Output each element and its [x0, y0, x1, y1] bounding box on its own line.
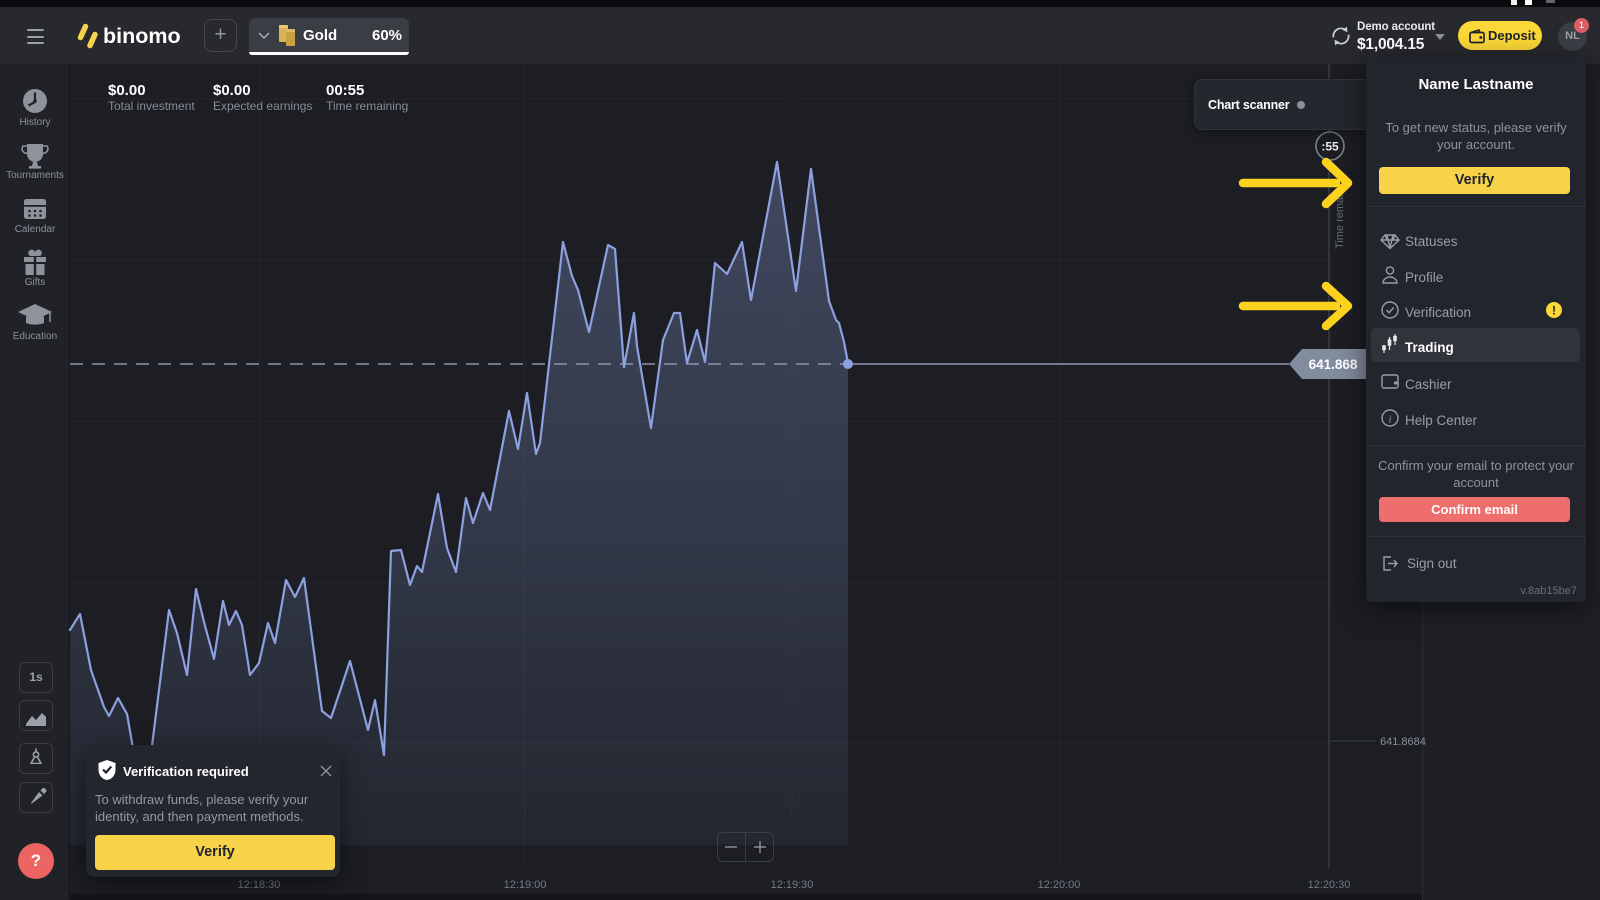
svg-text:12:20:00: 12:20:00 [1038, 879, 1081, 891]
svg-text:!: ! [1552, 304, 1556, 318]
svg-text::55: :55 [1321, 140, 1339, 154]
svg-text:History: History [19, 117, 50, 128]
svg-text:12:19:30: 12:19:30 [771, 879, 814, 891]
svg-text:12:20:30: 12:20:30 [1308, 879, 1351, 891]
svg-text:641.8684: 641.8684 [1380, 736, 1426, 748]
svg-text:Education: Education [13, 331, 57, 342]
svg-text:Tournaments: Tournaments [6, 170, 64, 181]
svg-text:Calendar: Calendar [15, 224, 56, 235]
svg-text:Gifts: Gifts [25, 277, 46, 288]
svg-text:641.868: 641.868 [1309, 357, 1358, 372]
svg-text:binomo: binomo [316, 175, 416, 205]
svg-text:i: i [1388, 414, 1391, 426]
svg-text:12:19:00: 12:19:00 [504, 879, 547, 891]
svg-text:Time remaining: Time remaining [1334, 174, 1346, 249]
svg-text:12:18:30: 12:18:30 [238, 879, 281, 891]
